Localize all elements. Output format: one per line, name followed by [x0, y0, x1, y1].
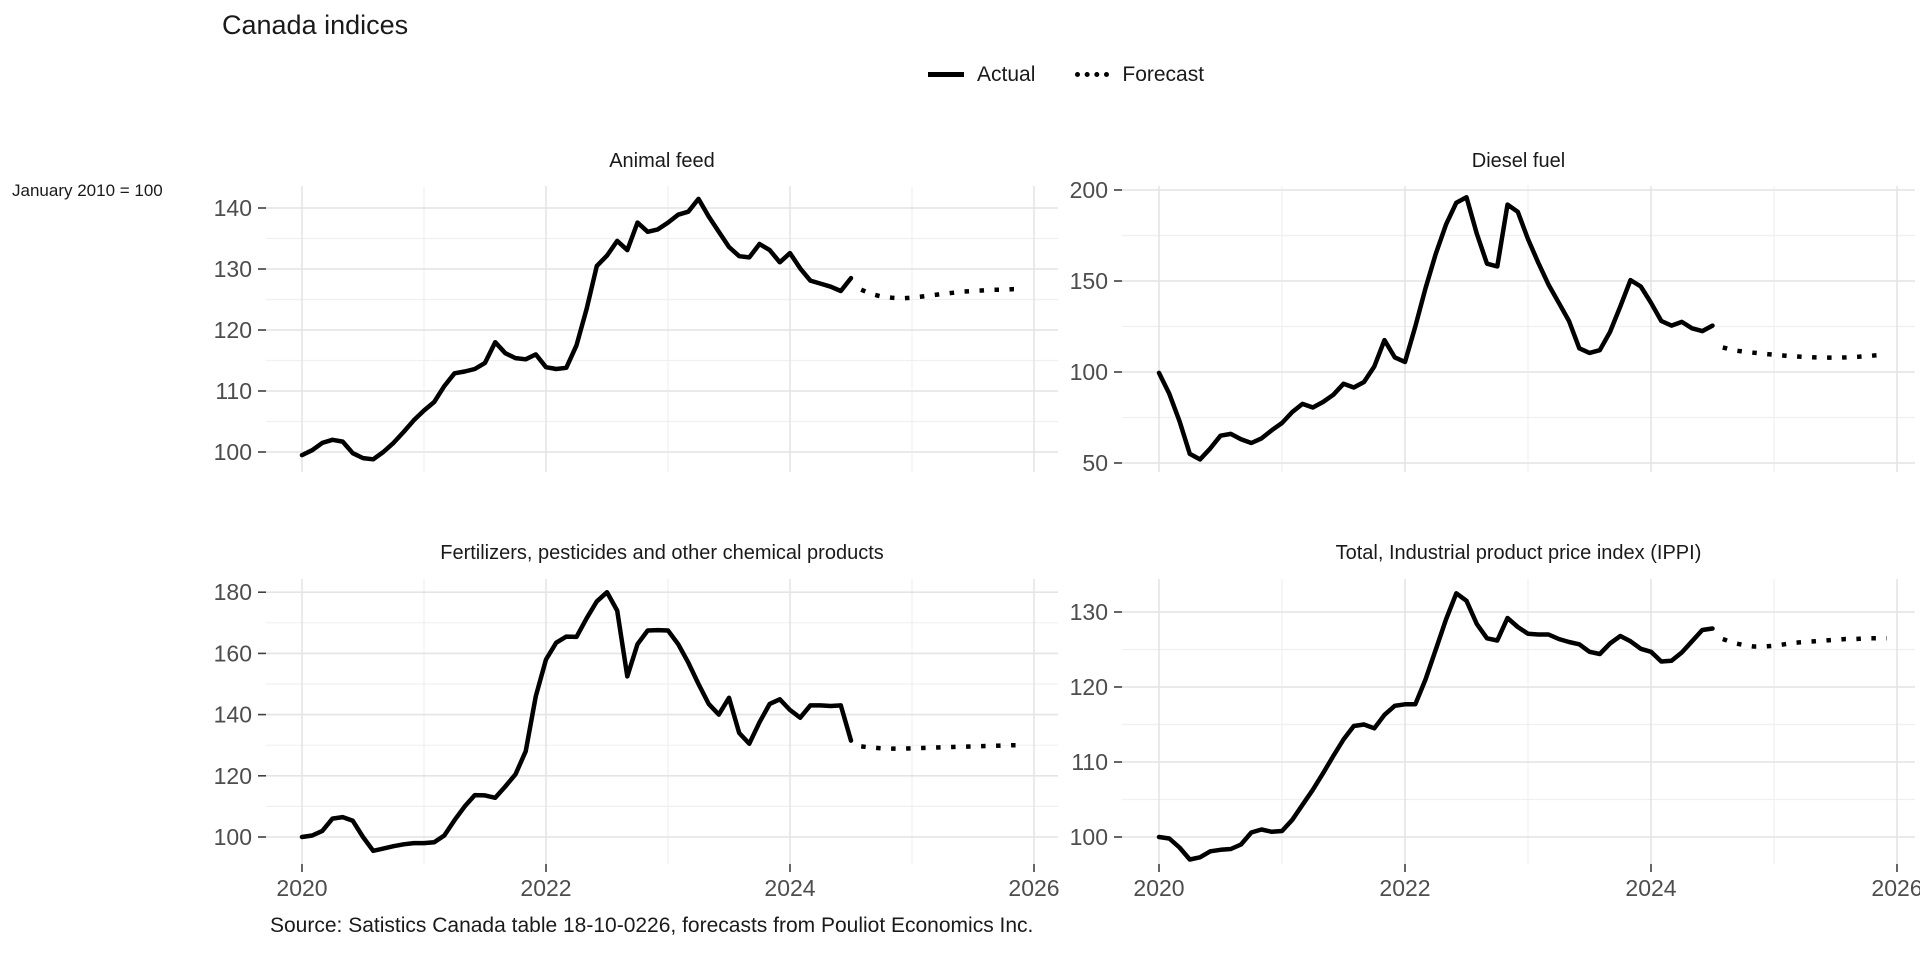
y-axis-label: 150 — [1070, 268, 1108, 294]
y-axis-label: 100 — [214, 824, 252, 850]
y-axis-label: 100 — [1070, 359, 1108, 385]
y-axis-label: 100 — [214, 439, 252, 465]
y-axis-label: 140 — [214, 195, 252, 221]
series-actual-line — [1156, 591, 1715, 862]
y-axis-label: 140 — [214, 702, 252, 728]
series-actual-line — [299, 196, 854, 462]
panel-title: Diesel fuel — [1472, 150, 1565, 172]
y-axis-label: 130 — [214, 256, 252, 282]
series-actual-line — [1156, 195, 1715, 462]
y-axis-label: 200 — [1070, 177, 1108, 203]
series-actual-line — [299, 589, 854, 854]
legend-forecast-dots-icon — [1075, 72, 1110, 77]
x-axis-label: 2020 — [276, 875, 327, 901]
y-axis-label: 130 — [1070, 599, 1108, 625]
page-title: Canada indices — [222, 10, 409, 40]
y-axis-label: 120 — [214, 763, 252, 789]
x-axis-label: 2026 — [1871, 875, 1920, 901]
series-forecast-line — [1722, 636, 1887, 649]
panel-title: Fertilizers, pesticides and other chemic… — [440, 542, 884, 564]
series-forecast-line — [860, 742, 1024, 751]
y-axis-label: 50 — [1082, 450, 1108, 476]
x-axis-label: 2022 — [1379, 875, 1430, 901]
y-axis-label: 180 — [214, 579, 252, 605]
source-caption: Source: Satistics Canada table 18-10-022… — [270, 914, 1034, 937]
series-forecast-line — [860, 286, 1024, 301]
legend-forecast-label: Forecast — [1122, 63, 1205, 86]
panel-title: Animal feed — [609, 150, 715, 172]
unit-annotation: January 2010 = 100 — [12, 181, 163, 200]
x-axis-label: 2024 — [1625, 875, 1676, 901]
x-axis-label: 2020 — [1133, 875, 1184, 901]
y-axis-label: 110 — [215, 378, 252, 404]
y-axis-label: 110 — [1071, 749, 1108, 775]
x-axis-label: 2026 — [1008, 875, 1059, 901]
panel-title: Total, Industrial product price index (I… — [1336, 542, 1702, 564]
y-axis-label: 100 — [1070, 824, 1108, 850]
legend-actual-label: Actual — [977, 63, 1036, 86]
x-axis-label: 2022 — [520, 875, 571, 901]
series-forecast-line — [1722, 345, 1888, 360]
x-axis-label: 2024 — [764, 875, 815, 901]
y-axis-label: 120 — [1070, 674, 1108, 700]
legend-actual-line-icon — [928, 72, 964, 77]
y-axis-label: 160 — [214, 640, 252, 666]
y-axis-label: 120 — [214, 317, 252, 343]
chart-legend: Actual Forecast — [928, 64, 1204, 85]
